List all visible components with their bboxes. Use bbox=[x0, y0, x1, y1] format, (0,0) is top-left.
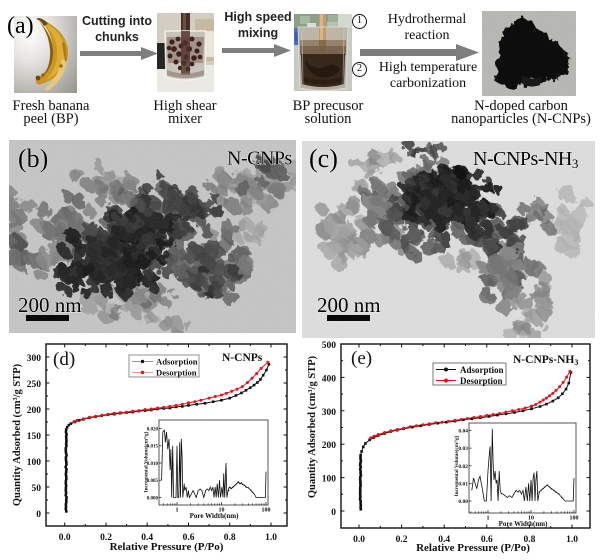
svg-text:10: 10 bbox=[219, 508, 225, 514]
svg-text:Desorption: Desorption bbox=[460, 376, 503, 386]
svg-text:50: 50 bbox=[32, 484, 42, 494]
svg-text:0.01: 0.01 bbox=[458, 481, 468, 487]
svg-text:N-CNPs-NH3: N-CNPs-NH3 bbox=[473, 148, 578, 171]
svg-text:200 nm: 200 nm bbox=[317, 293, 381, 317]
svg-text:Quantity Adsorbed (cm³/g STP): Quantity Adsorbed (cm³/g STP) bbox=[307, 355, 318, 498]
svg-text:0.0: 0.0 bbox=[353, 535, 365, 545]
svg-text:N-CNPs: N-CNPs bbox=[227, 148, 293, 170]
svg-text:10: 10 bbox=[528, 516, 534, 522]
svg-text:0: 0 bbox=[36, 510, 41, 520]
svg-text:100: 100 bbox=[570, 516, 579, 522]
svg-text:150: 150 bbox=[27, 432, 42, 442]
svg-text:Relative Pressure (P/Po): Relative Pressure (P/Po) bbox=[110, 541, 224, 553]
svg-text:(c): (c) bbox=[309, 144, 338, 173]
svg-text:0.010: 0.010 bbox=[147, 462, 159, 467]
svg-text:0.04: 0.04 bbox=[458, 429, 468, 435]
svg-text:Pore Width(nm): Pore Width(nm) bbox=[499, 520, 548, 528]
svg-text:300: 300 bbox=[322, 408, 337, 418]
svg-text:1.0: 1.0 bbox=[566, 535, 578, 545]
svg-text:(e): (e) bbox=[351, 348, 372, 369]
svg-text:0.03: 0.03 bbox=[458, 446, 468, 452]
svg-text:100: 100 bbox=[322, 475, 337, 485]
svg-text:N-CNPs-NH3: N-CNPs-NH3 bbox=[513, 354, 578, 367]
svg-text:250: 250 bbox=[27, 380, 42, 390]
svg-text:0.020: 0.020 bbox=[147, 427, 159, 432]
svg-text:0.015: 0.015 bbox=[147, 445, 159, 450]
svg-text:(d): (d) bbox=[53, 349, 75, 370]
svg-text:0.8: 0.8 bbox=[523, 535, 535, 545]
svg-text:Adsorption: Adsorption bbox=[460, 365, 504, 375]
svg-text:300: 300 bbox=[27, 354, 42, 364]
svg-text:N-CNPs: N-CNPs bbox=[222, 352, 263, 364]
svg-text:Desorption: Desorption bbox=[156, 368, 197, 378]
svg-text:100: 100 bbox=[27, 458, 42, 468]
svg-text:Adsorption: Adsorption bbox=[156, 357, 198, 367]
svg-text:0.000: 0.000 bbox=[147, 496, 159, 501]
svg-text:Quantity Adsorbed (cm³/g STP): Quantity Adsorbed (cm³/g STP) bbox=[12, 363, 23, 506]
svg-text:0.02: 0.02 bbox=[458, 464, 468, 470]
svg-text:0: 0 bbox=[331, 508, 336, 518]
svg-text:400: 400 bbox=[322, 374, 337, 384]
svg-text:0.2: 0.2 bbox=[396, 535, 408, 545]
svg-text:Pore Width(nm): Pore Width(nm) bbox=[190, 512, 239, 520]
svg-text:0.6: 0.6 bbox=[481, 535, 493, 545]
svg-text:0.4: 0.4 bbox=[141, 533, 153, 543]
svg-text:0.6: 0.6 bbox=[183, 533, 195, 543]
svg-text:0.00: 0.00 bbox=[458, 499, 468, 505]
svg-text:500: 500 bbox=[322, 341, 337, 351]
svg-text:200: 200 bbox=[27, 406, 42, 416]
svg-text:1: 1 bbox=[487, 516, 490, 522]
svg-text:200: 200 bbox=[322, 441, 337, 451]
svg-text:Incremental Volume(cm³/g): Incremental Volume(cm³/g) bbox=[143, 431, 150, 492]
svg-text:0.4: 0.4 bbox=[438, 535, 450, 545]
svg-text:Incremental Volume(cm³/g): Incremental Volume(cm³/g) bbox=[453, 435, 460, 496]
svg-text:0.2: 0.2 bbox=[100, 533, 112, 543]
svg-text:100: 100 bbox=[262, 508, 271, 514]
svg-text:1: 1 bbox=[176, 508, 179, 514]
svg-text:200 nm: 200 nm bbox=[18, 293, 82, 317]
svg-text:1.0: 1.0 bbox=[265, 533, 277, 543]
svg-text:0.005: 0.005 bbox=[147, 479, 159, 484]
svg-text:0.8: 0.8 bbox=[224, 533, 236, 543]
svg-text:Relative Pressure (P/Po): Relative Pressure (P/Po) bbox=[416, 542, 530, 554]
svg-text:0.0: 0.0 bbox=[59, 533, 71, 543]
svg-text:(b): (b) bbox=[18, 144, 48, 173]
